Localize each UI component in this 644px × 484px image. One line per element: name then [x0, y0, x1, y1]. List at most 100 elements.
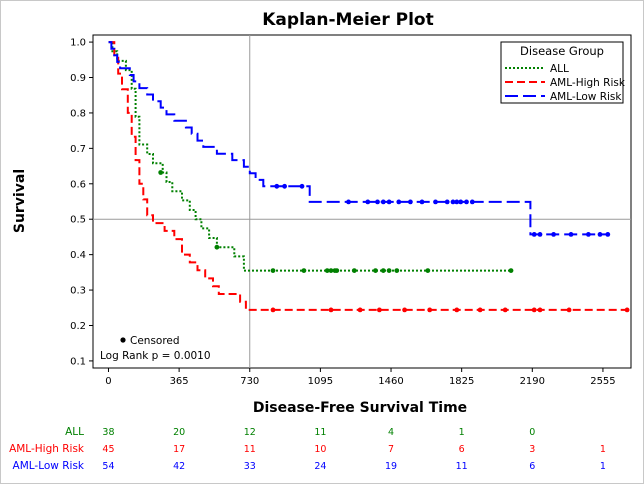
censor-marker — [454, 307, 460, 313]
x-tick-label: 730 — [240, 376, 259, 387]
at-risk-count: 45 — [102, 444, 114, 455]
x-axis: 0 365 730 1095 1460 1825 2190 2555 — [105, 368, 616, 387]
y-tick-label: 0.8 — [70, 108, 86, 119]
at-risk-count: 6 — [459, 444, 465, 455]
censor-marker — [425, 268, 431, 273]
censor-marker — [158, 170, 164, 175]
at-risk-row-label: AML-High Risk — [9, 443, 85, 455]
censor-marker — [402, 307, 407, 313]
censor-marker — [299, 183, 305, 189]
at-risk-count: 6 — [529, 461, 535, 472]
y-tick-label: 0.3 — [70, 286, 86, 297]
censor-marker — [386, 199, 392, 205]
censor-marker — [357, 307, 363, 313]
survival-curve-aml-low-risk — [108, 41, 608, 236]
at-risk-count: 11 — [314, 427, 326, 438]
chart-title: Kaplan-Meier Plot — [262, 10, 433, 30]
censor-marker — [464, 199, 469, 205]
censor-marker — [551, 232, 556, 237]
censor-marker — [396, 199, 402, 205]
survival-curve-all — [108, 41, 511, 272]
censor-marker — [377, 307, 382, 313]
censor-marker — [365, 199, 371, 205]
censor-marker — [454, 199, 460, 205]
censor-marker — [408, 199, 413, 205]
y-tick-label: 0.2 — [70, 321, 86, 332]
at-risk-count: 0 — [529, 427, 535, 438]
y-tick-label: 1.0 — [70, 38, 86, 49]
censor-marker — [537, 307, 543, 313]
censor-marker — [324, 268, 330, 273]
at-risk-row-label: ALL — [65, 426, 84, 438]
censor-marker — [427, 307, 433, 313]
x-tick-label: 2190 — [520, 376, 545, 387]
censor-marker — [508, 268, 514, 273]
censor-marker — [375, 199, 380, 205]
censor-marker — [531, 307, 537, 313]
censored-legend-marker — [120, 337, 126, 343]
censor-marker — [477, 307, 483, 313]
censor-marker — [373, 268, 378, 273]
at-risk-count: 7 — [388, 444, 394, 455]
x-tick-label: 1460 — [378, 376, 403, 387]
y-tick-label: 0.5 — [70, 215, 86, 226]
at-risk-count: 12 — [244, 427, 256, 438]
censor-marker — [274, 183, 280, 189]
x-tick-label: 2555 — [590, 376, 615, 387]
censor-marker — [458, 199, 464, 205]
logrank-label: Log Rank p = 0.0010 — [100, 350, 211, 362]
reference-lines — [93, 35, 631, 368]
censor-marker — [566, 307, 572, 313]
censor-marker — [568, 232, 574, 237]
at-risk-count: 11 — [244, 444, 256, 455]
censor-marker — [351, 268, 357, 273]
legend-label: AML-Low Risk — [550, 91, 622, 103]
legend-title: Disease Group — [520, 44, 604, 58]
at-risk-count: 54 — [102, 461, 114, 472]
y-tick-label: 0.1 — [70, 356, 86, 367]
censor-marker — [386, 268, 392, 273]
censor-marker — [282, 183, 287, 189]
x-tick-label: 365 — [170, 376, 189, 387]
x-tick-label: 1095 — [308, 376, 333, 387]
legend-label: AML-High Risk — [550, 77, 626, 89]
legend: Disease Group ALL AML-High Risk AML-Low Ri… — [500, 41, 626, 104]
y-tick-label: 0.9 — [70, 73, 86, 84]
censor-marker — [328, 307, 334, 313]
censor-marker — [531, 232, 537, 237]
censor-marker — [270, 307, 276, 313]
censor-marker — [328, 268, 334, 273]
censor-marker — [433, 199, 438, 205]
plot-area — [92, 34, 632, 369]
censor-marker — [346, 199, 351, 205]
y-axis: 0.1 0.2 0.3 0.4 0.5 0.6 0.7 0.8 0.9 1.0 — [70, 38, 93, 367]
at-risk-count: 33 — [244, 461, 256, 472]
at-risk-count: 1 — [600, 461, 606, 472]
censor-marker — [419, 199, 425, 205]
y-tick-label: 0.4 — [70, 250, 86, 261]
at-risk-count: 24 — [314, 461, 326, 472]
censor-marker — [394, 268, 400, 273]
censor-markers — [158, 170, 630, 313]
survival-curves — [108, 41, 628, 311]
legend-label: ALL — [550, 63, 569, 75]
censor-marker — [380, 268, 386, 273]
legend-box — [500, 41, 624, 104]
censor-marker — [444, 199, 450, 205]
at-risk-count: 11 — [456, 461, 468, 472]
at-risk-row-label: AML-Low Risk — [13, 460, 85, 472]
at-risk-count: 1 — [600, 444, 606, 455]
at-risk-count: 4 — [388, 427, 394, 438]
censor-marker — [380, 199, 386, 205]
at-risk-count: 1 — [459, 427, 465, 438]
censor-marker — [502, 307, 508, 313]
inset-annotation: Censored Log Rank p = 0.0010 — [100, 335, 211, 362]
legend-items: ALL AML-High Risk AML-Low Risk — [505, 63, 626, 103]
censor-marker — [537, 232, 543, 237]
at-risk-count: 10 — [314, 444, 326, 455]
at-risk-count: 19 — [385, 461, 397, 472]
x-axis-title: Disease-Free Survival Time — [253, 400, 467, 416]
y-axis-title: Survival — [12, 169, 28, 233]
at-risk-count: 42 — [173, 461, 185, 472]
